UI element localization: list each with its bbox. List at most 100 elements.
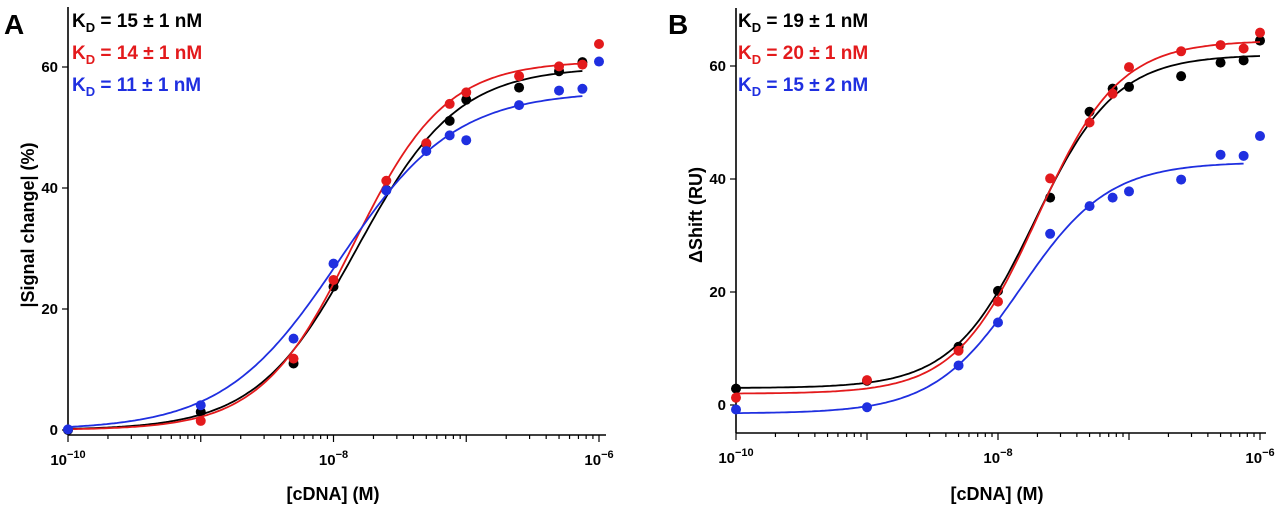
kd-k: K bbox=[72, 75, 86, 96]
kd-annotation: KD = 19 ± 1 nM bbox=[738, 11, 868, 35]
x-tick-label: 10−8 bbox=[319, 449, 348, 469]
series-0: KD = 19 ± 1 nM bbox=[731, 11, 1265, 394]
data-point bbox=[514, 71, 525, 82]
data-point bbox=[288, 333, 299, 344]
data-point bbox=[1255, 35, 1265, 46]
y-tick-label: 40 bbox=[41, 180, 58, 197]
series-1: KD = 14 ± 1 nM bbox=[68, 39, 604, 431]
data-point bbox=[1238, 43, 1249, 54]
panel-label: B bbox=[668, 9, 688, 40]
kd-k: K bbox=[72, 43, 86, 64]
data-point bbox=[461, 135, 472, 146]
fit-curve bbox=[736, 55, 1261, 389]
x-tick-exponent: −10 bbox=[67, 449, 86, 461]
x-tick-label: 10−10 bbox=[718, 447, 753, 467]
kd-k: K bbox=[738, 11, 752, 32]
x-tick-exponent: −10 bbox=[735, 447, 754, 459]
data-point bbox=[461, 94, 472, 105]
data-point bbox=[1124, 81, 1134, 92]
data-point bbox=[953, 360, 964, 371]
kd-subscript: D bbox=[752, 52, 761, 67]
kd-annotation: KD = 15 ± 1 nM bbox=[72, 11, 202, 35]
y-tick-label: 60 bbox=[41, 59, 58, 76]
data-point bbox=[421, 146, 432, 157]
data-point bbox=[444, 98, 455, 109]
x-tick-exponent: −6 bbox=[1262, 447, 1275, 459]
data-point bbox=[1084, 201, 1095, 212]
fit-curve bbox=[67, 70, 583, 430]
kd-value: = 15 ± 2 nM bbox=[761, 75, 868, 96]
kd-annotation: KD = 15 ± 2 nM bbox=[738, 75, 868, 99]
data-point bbox=[953, 345, 964, 356]
kd-subscript: D bbox=[752, 20, 761, 35]
x-tick-base: 10 bbox=[718, 450, 735, 467]
kd-k: K bbox=[72, 11, 86, 32]
data-point bbox=[1255, 27, 1265, 38]
data-point bbox=[731, 392, 741, 403]
data-point bbox=[1238, 150, 1249, 161]
y-tick-label: 20 bbox=[709, 284, 726, 301]
y-tick-label: 20 bbox=[41, 301, 58, 318]
data-point bbox=[1238, 55, 1249, 66]
y-tick-label: 0 bbox=[718, 397, 726, 414]
kd-subscript: D bbox=[86, 52, 95, 67]
data-point bbox=[594, 56, 604, 67]
x-axis-title: [cDNA] (M) bbox=[287, 484, 380, 504]
data-point bbox=[731, 404, 741, 415]
x-tick-base: 10 bbox=[584, 452, 601, 469]
data-point bbox=[1215, 57, 1226, 68]
data-point bbox=[63, 424, 73, 435]
data-point bbox=[1084, 117, 1095, 128]
data-point bbox=[731, 383, 741, 394]
kd-value: = 20 ± 1 nM bbox=[761, 43, 868, 64]
data-point bbox=[1107, 192, 1118, 203]
data-point bbox=[381, 175, 392, 186]
kd-subscript: D bbox=[86, 20, 95, 35]
data-point bbox=[1176, 174, 1187, 185]
data-point bbox=[1176, 46, 1187, 57]
data-point bbox=[461, 87, 472, 98]
x-tick-label: 10−6 bbox=[1245, 447, 1274, 467]
data-point bbox=[195, 415, 206, 426]
data-point bbox=[1176, 71, 1187, 82]
x-tick-base: 10 bbox=[983, 450, 1000, 467]
data-point bbox=[444, 130, 455, 141]
kd-value: = 19 ± 1 nM bbox=[761, 11, 868, 32]
x-tick-label: 10−10 bbox=[50, 449, 85, 469]
y-axis-title: ΔShift (RU) bbox=[686, 167, 706, 263]
data-point bbox=[328, 258, 339, 269]
data-point bbox=[594, 39, 604, 50]
data-point bbox=[577, 83, 588, 94]
data-point bbox=[1124, 62, 1134, 73]
data-point bbox=[195, 400, 206, 411]
data-point bbox=[514, 82, 525, 93]
kd-annotation: KD = 11 ± 1 nM bbox=[72, 75, 201, 99]
kd-annotation: KD = 14 ± 1 nM bbox=[72, 43, 202, 67]
panel-label: A bbox=[4, 9, 24, 40]
kd-value: = 11 ± 1 nM bbox=[95, 75, 201, 96]
data-point bbox=[862, 402, 872, 413]
data-point bbox=[1255, 131, 1265, 142]
kd-annotation: KD = 20 ± 1 nM bbox=[738, 43, 868, 67]
data-point bbox=[381, 185, 392, 196]
y-tick-label: 60 bbox=[709, 58, 726, 75]
series-2: KD = 11 ± 1 nM bbox=[63, 56, 604, 435]
series-2: KD = 15 ± 2 nM bbox=[731, 75, 1265, 415]
x-tick-exponent: −6 bbox=[601, 449, 614, 461]
y-tick-label: 40 bbox=[709, 171, 726, 188]
data-point bbox=[993, 317, 1003, 328]
x-tick-base: 10 bbox=[50, 452, 67, 469]
data-point bbox=[1045, 228, 1056, 239]
x-tick-label: 10−8 bbox=[983, 447, 1012, 467]
data-point bbox=[577, 59, 588, 70]
data-point bbox=[328, 274, 339, 285]
fit-curve bbox=[68, 62, 583, 431]
data-point bbox=[1124, 186, 1134, 197]
kd-k: K bbox=[738, 75, 752, 96]
kd-subscript: D bbox=[86, 84, 95, 99]
series-0: KD = 15 ± 1 nM bbox=[63, 11, 588, 435]
data-point bbox=[554, 61, 565, 72]
